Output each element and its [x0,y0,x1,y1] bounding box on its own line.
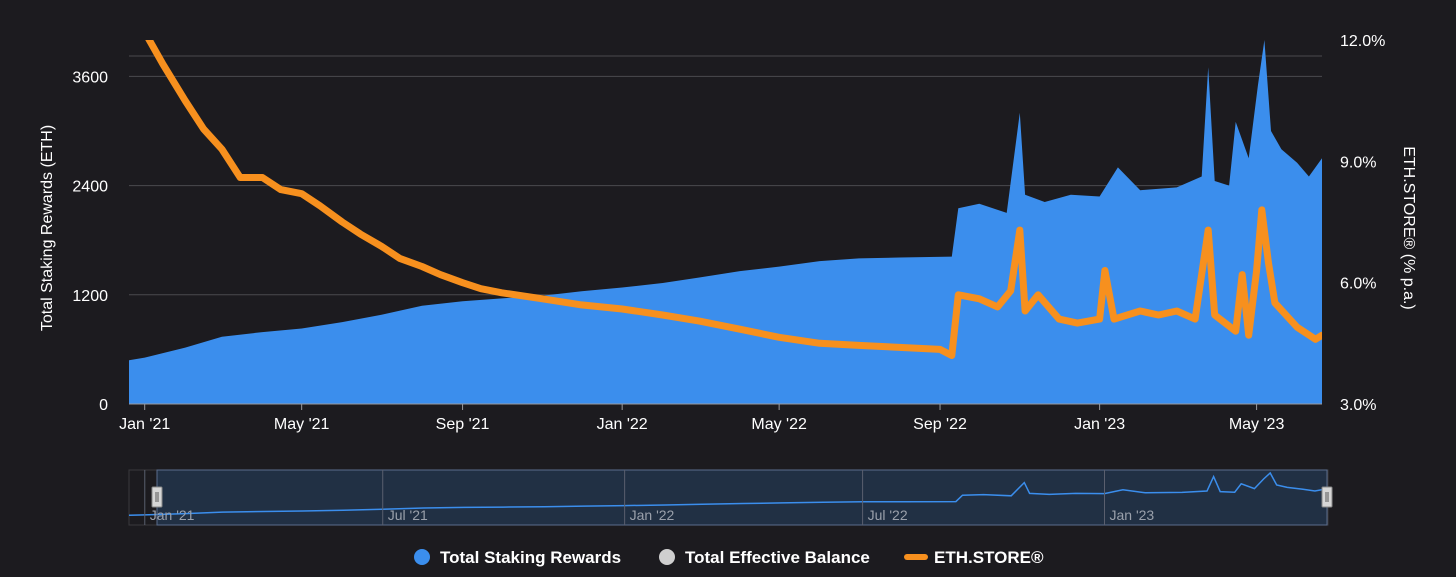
x-tick-label: Sep '21 [436,416,490,433]
y-right-tick-label: 6.0% [1340,276,1376,293]
navigator-handle-right[interactable] [1321,486,1333,508]
series-ethstore-line [145,40,1322,359]
legend-marker-ethstore [904,554,928,560]
y-right-tick-label: 12.0% [1340,33,1385,50]
x-tick-label: Sep '22 [913,416,967,433]
rewards-area-layer [129,40,1322,404]
x-tick-label: May '23 [1229,416,1285,433]
navigator-tick-label: Jul '21 [388,507,428,523]
x-axis-ticks: Jan '21 May '21 Sep '21 Jan '22 May '22 Sep '… [119,404,1284,433]
y-left-tick-label: 0 [99,397,108,414]
legend: Total Staking Rewards Total Effective Ba… [414,548,1044,567]
legend-marker-balance [659,549,675,565]
legend-marker-rewards [414,549,430,565]
y-right-tick-label: 3.0% [1340,397,1376,414]
legend-item-total-effective-balance[interactable]: Total Effective Balance [659,548,870,567]
y-left-tick-label: 1200 [72,288,108,305]
y-axis-right-ticks: 3.0% 6.0% 9.0% 12.0% [1340,33,1385,414]
navigator-series [129,471,1328,516]
navigator[interactable]: Jan '21 Jul '21 Jan '22 Jul '22 Jan '23 [128,469,1333,526]
y-axis-left-ticks: 0 1200 2400 3600 [72,69,108,414]
x-tick-label: May '22 [751,416,807,433]
legend-item-ethstore[interactable]: ETH.STORE® [904,548,1044,567]
navigator-rewards-line [129,471,1328,516]
y-axis-right-label: ETH.STORE® (% p.a.) [1400,146,1417,310]
series-total-staking-rewards-area [129,40,1322,404]
navigator-tick-label: Jul '22 [868,507,908,523]
y-right-tick-label: 9.0% [1340,154,1376,171]
navigator-tick-label: Jan '22 [630,507,675,523]
x-tick-label: May '21 [274,416,330,433]
navigator-tick-label: Jan '23 [1110,507,1155,523]
x-tick-label: Jan '22 [597,416,648,433]
y-left-tick-label: 3600 [72,69,108,86]
y-left-tick-label: 2400 [72,179,108,196]
y-axis-left-label: Total Staking Rewards (ETH) [39,125,56,331]
navigator-tick-label: Jan '21 [150,507,195,523]
legend-label-balance: Total Effective Balance [685,548,870,567]
x-tick-label: Jan '21 [119,416,170,433]
legend-label-ethstore: ETH.STORE® [934,548,1044,567]
navigator-handle-left[interactable] [151,486,163,508]
ethstore-line-layer [145,40,1322,359]
navigator-ticks: Jan '21 Jul '21 Jan '22 Jul '22 Jan '23 [144,470,1155,525]
x-tick-label: Jan '23 [1074,416,1125,433]
legend-item-total-staking-rewards[interactable]: Total Staking Rewards [414,548,621,567]
legend-label-rewards: Total Staking Rewards [440,548,621,567]
